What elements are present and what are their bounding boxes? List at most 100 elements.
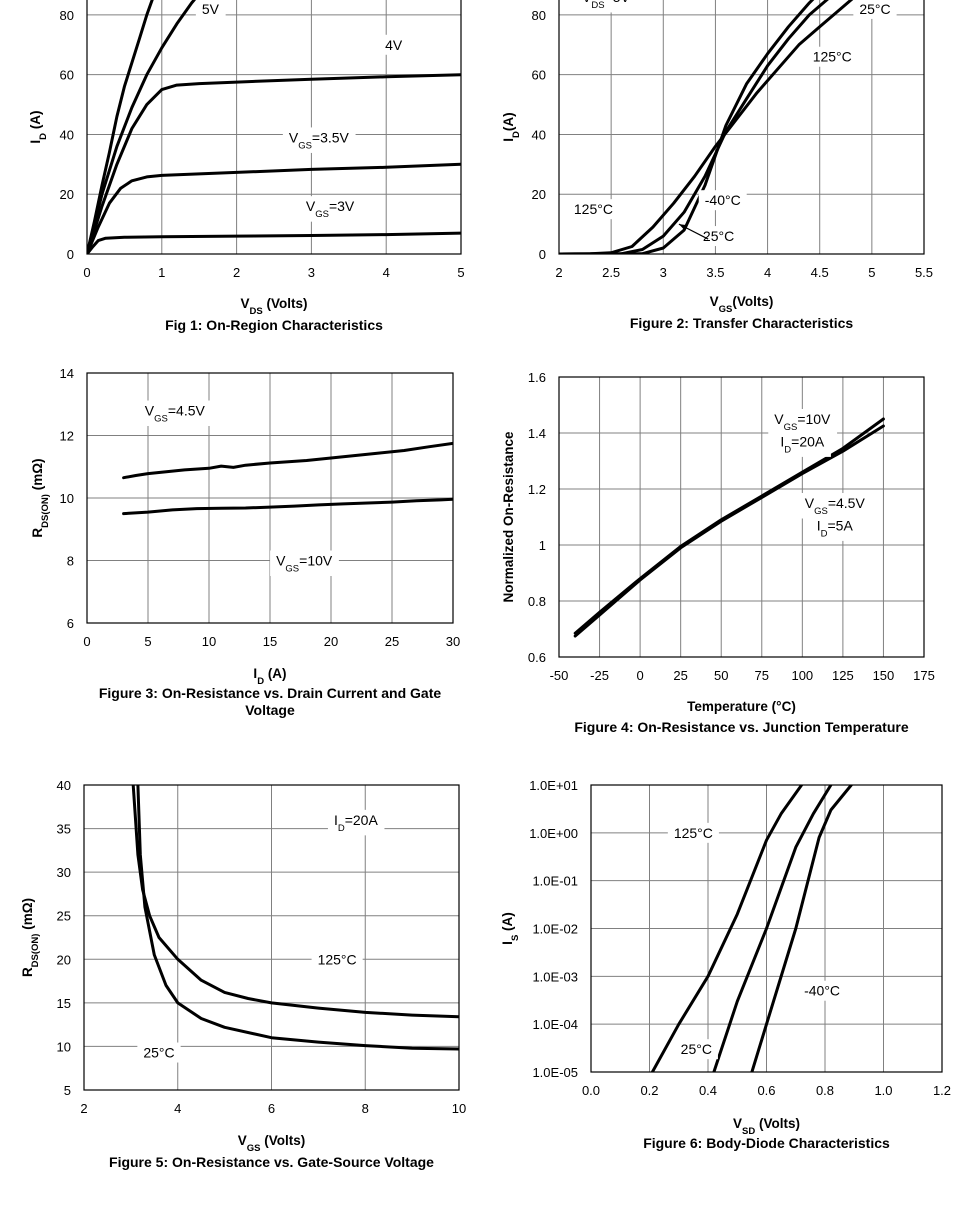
y-tick-label: 1.2 <box>528 482 546 497</box>
x-tick-label: 4 <box>383 265 390 280</box>
y-tick-label: 1.0E-01 <box>532 874 578 889</box>
plot-frame <box>590 784 943 1073</box>
y-tick-label: 20 <box>60 187 74 202</box>
series-annotation: 125°C <box>574 201 613 217</box>
y-axis-title: ID(A) <box>501 112 522 141</box>
series-annotation: ID=5A <box>817 517 854 539</box>
series-annotation: VGS=10V <box>774 411 831 433</box>
x-tick-label: 0 <box>636 668 643 683</box>
x-tick-label: 5 <box>868 265 875 280</box>
series-annotation: -40°C <box>804 983 840 999</box>
series-line <box>122 441 453 480</box>
x-tick-label: 0.2 <box>640 1083 658 1098</box>
y-tick-label: 1 <box>539 538 546 553</box>
annotation-backing <box>282 127 356 153</box>
series-annotation: 25°C <box>143 1045 174 1061</box>
x-tick-label: 10 <box>202 634 216 649</box>
x-tick-label: 0 <box>83 265 90 280</box>
x-tick-label: 50 <box>714 668 728 683</box>
x-tick-label: 125 <box>832 668 854 683</box>
x-tick-label: 30 <box>446 634 460 649</box>
y-tick-label: 1.6 <box>528 370 546 385</box>
y-tick-label: 10 <box>57 1039 71 1054</box>
series-annotation: 25°C <box>703 228 734 244</box>
x-tick-label: 10 <box>452 1101 466 1116</box>
y-tick-label: 1.0E-02 <box>532 922 578 937</box>
x-tick-label: 1 <box>158 265 165 280</box>
y-tick-label: 60 <box>532 68 546 83</box>
y-axis-title: ID (A) <box>28 110 49 143</box>
x-tick-label: 5.5 <box>915 265 933 280</box>
y-tick-label: 40 <box>57 778 71 793</box>
y-tick-label: 14 <box>60 366 74 381</box>
x-axis-title: Temperature (°C) <box>687 699 796 714</box>
y-tick-label: 0 <box>67 247 74 262</box>
x-tick-label: 5 <box>144 634 151 649</box>
figure-caption: Figure 4: On-Resistance vs. Junction Tem… <box>574 719 908 735</box>
fig4-chart: -50 -25 0 25 50 75 100 125 150 175 0.6 0.8 1 1.2 1.4 1.… <box>501 370 935 735</box>
series-annotation: VGS=4.5V <box>805 495 866 517</box>
plot-frame <box>558 376 925 658</box>
series-line <box>87 162 461 254</box>
x-tick-label: 4 <box>764 265 771 280</box>
annotation-backing <box>774 431 831 457</box>
series-line <box>559 0 815 254</box>
annotation-backing <box>667 822 719 843</box>
annotation-backing <box>798 980 847 1001</box>
y-tick-label: 0 <box>539 247 546 262</box>
y-tick-label: 30 <box>57 865 71 880</box>
x-tick-label: 3 <box>308 265 315 280</box>
y-axis-title: Normalized On-Resistance <box>501 431 516 603</box>
series-annotation: 125°C <box>674 825 713 841</box>
series-line <box>122 497 453 516</box>
series-annotation: ID=20A <box>334 812 379 834</box>
x-tick-label: 6 <box>268 1101 275 1116</box>
plot-frame <box>83 784 460 1091</box>
series-annotation: VGS=10V <box>276 553 333 575</box>
annotation-backing <box>567 199 619 220</box>
y-axis-title: RDS(ON) (mΩ) <box>20 898 41 977</box>
x-tick-label: 2 <box>233 265 240 280</box>
annotation-backing <box>270 550 339 576</box>
fig1-chart: 0 1 2 3 4 5 0 20 40 60 80 VDS (Volts) ID (A) Fig 1: O… <box>28 0 465 333</box>
y-axis-title: RDS(ON) (mΩ) <box>30 458 51 537</box>
annotation-backing <box>674 1039 718 1060</box>
annotation-backing <box>810 515 860 541</box>
y-tick-label: 6 <box>67 616 74 631</box>
annotation-backing <box>806 46 858 67</box>
series-annotation: VGS=3.5V <box>289 129 350 151</box>
figure-caption: Figure 5: On-Resistance vs. Gate-Source … <box>109 1154 434 1170</box>
x-axis-title: VGS (Volts) <box>238 1133 306 1154</box>
annotation-backing <box>327 809 385 836</box>
series-line <box>87 0 197 254</box>
annotation-backing <box>768 409 838 435</box>
series-annotation: 5V <box>202 1 220 17</box>
y-tick-label: 0.8 <box>528 594 546 609</box>
x-tick-label: 3.5 <box>706 265 724 280</box>
fig5-chart: 2 4 6 8 10 5 10 15 20 25 30 35 40 VGS (Volts) RDS(ON) … <box>20 778 466 1170</box>
annotation-backing <box>311 949 363 970</box>
x-axis-title: VDS (Volts) <box>241 296 308 317</box>
annotation-backing <box>137 1042 181 1063</box>
series-annotation: 125°C <box>318 951 357 967</box>
y-tick-label: 15 <box>57 996 71 1011</box>
x-tick-label: 0.8 <box>816 1083 834 1098</box>
y-tick-label: 1.4 <box>528 426 546 441</box>
x-tick-label: 175 <box>913 668 935 683</box>
y-tick-label: 10 <box>60 491 74 506</box>
y-tick-label: 8 <box>67 554 74 569</box>
x-tick-label: 4.5 <box>811 265 829 280</box>
series-annotation: VDS=5V <box>582 0 631 10</box>
x-tick-label: 0.4 <box>699 1083 717 1098</box>
y-axis-title: IS (A) <box>500 912 521 945</box>
x-tick-label: -50 <box>550 668 569 683</box>
series-line <box>131 785 459 1019</box>
series-annotation: VGS=4.5V <box>145 403 206 425</box>
x-tick-label: 2 <box>555 265 562 280</box>
y-tick-label: 80 <box>60 8 74 23</box>
fig2-chart: 2 2.5 3 3.5 4 4.5 5 5.5 0 20 40 60 80 VGS(Volts) ID(A)… <box>501 0 933 331</box>
x-tick-label: 25 <box>673 668 687 683</box>
series-annotation: -40°C <box>705 192 741 208</box>
annotation-backing <box>698 190 747 211</box>
